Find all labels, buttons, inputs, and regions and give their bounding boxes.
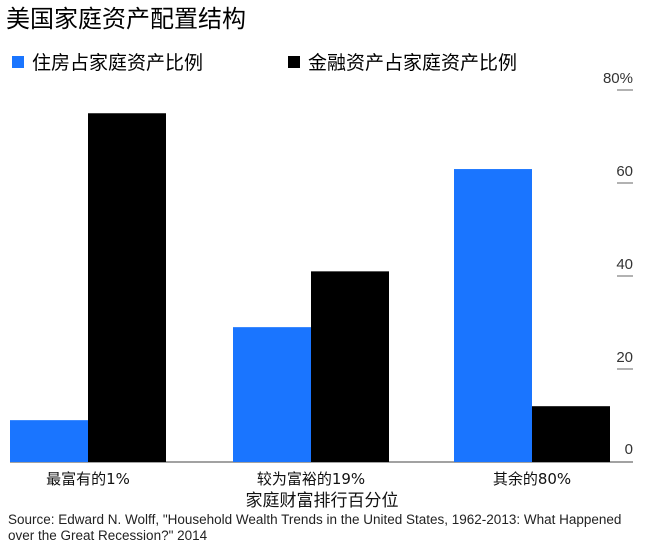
legend-item-financial: 金融资产占家庭资产比例 xyxy=(288,48,517,75)
y-tick-label: 40 xyxy=(616,256,633,273)
legend-item-housing: 住房占家庭资产比例 xyxy=(12,48,203,75)
y-tick-label: 60 xyxy=(616,163,633,180)
y-tick-label: 0 xyxy=(625,441,633,458)
bar-housing xyxy=(454,169,532,463)
bar-financial xyxy=(88,113,166,462)
bar-financial xyxy=(532,406,610,462)
legend-swatch-housing xyxy=(12,55,24,68)
x-tick-label: 较为富裕的19% xyxy=(257,470,365,488)
y-tick-label: 20 xyxy=(616,349,633,366)
bar-housing xyxy=(233,327,311,462)
y-tick-label: 80% xyxy=(603,70,633,87)
bar-housing xyxy=(10,420,88,462)
x-axis-label: 家庭财富排行百分位 xyxy=(246,491,399,511)
chart-title: 美国家庭资产配置结构 xyxy=(6,5,246,33)
bar-financial xyxy=(311,271,389,462)
source-note: Source: Edward N. Wolff, "Household Weal… xyxy=(8,512,622,543)
legend-swatch-financial xyxy=(288,55,300,68)
legend-label-housing: 住房占家庭资产比例 xyxy=(32,52,204,74)
x-tick-label: 最富有的1% xyxy=(46,470,130,488)
legend-label-financial: 金融资产占家庭资产比例 xyxy=(308,52,518,74)
x-tick-label: 其余的80% xyxy=(493,470,571,488)
